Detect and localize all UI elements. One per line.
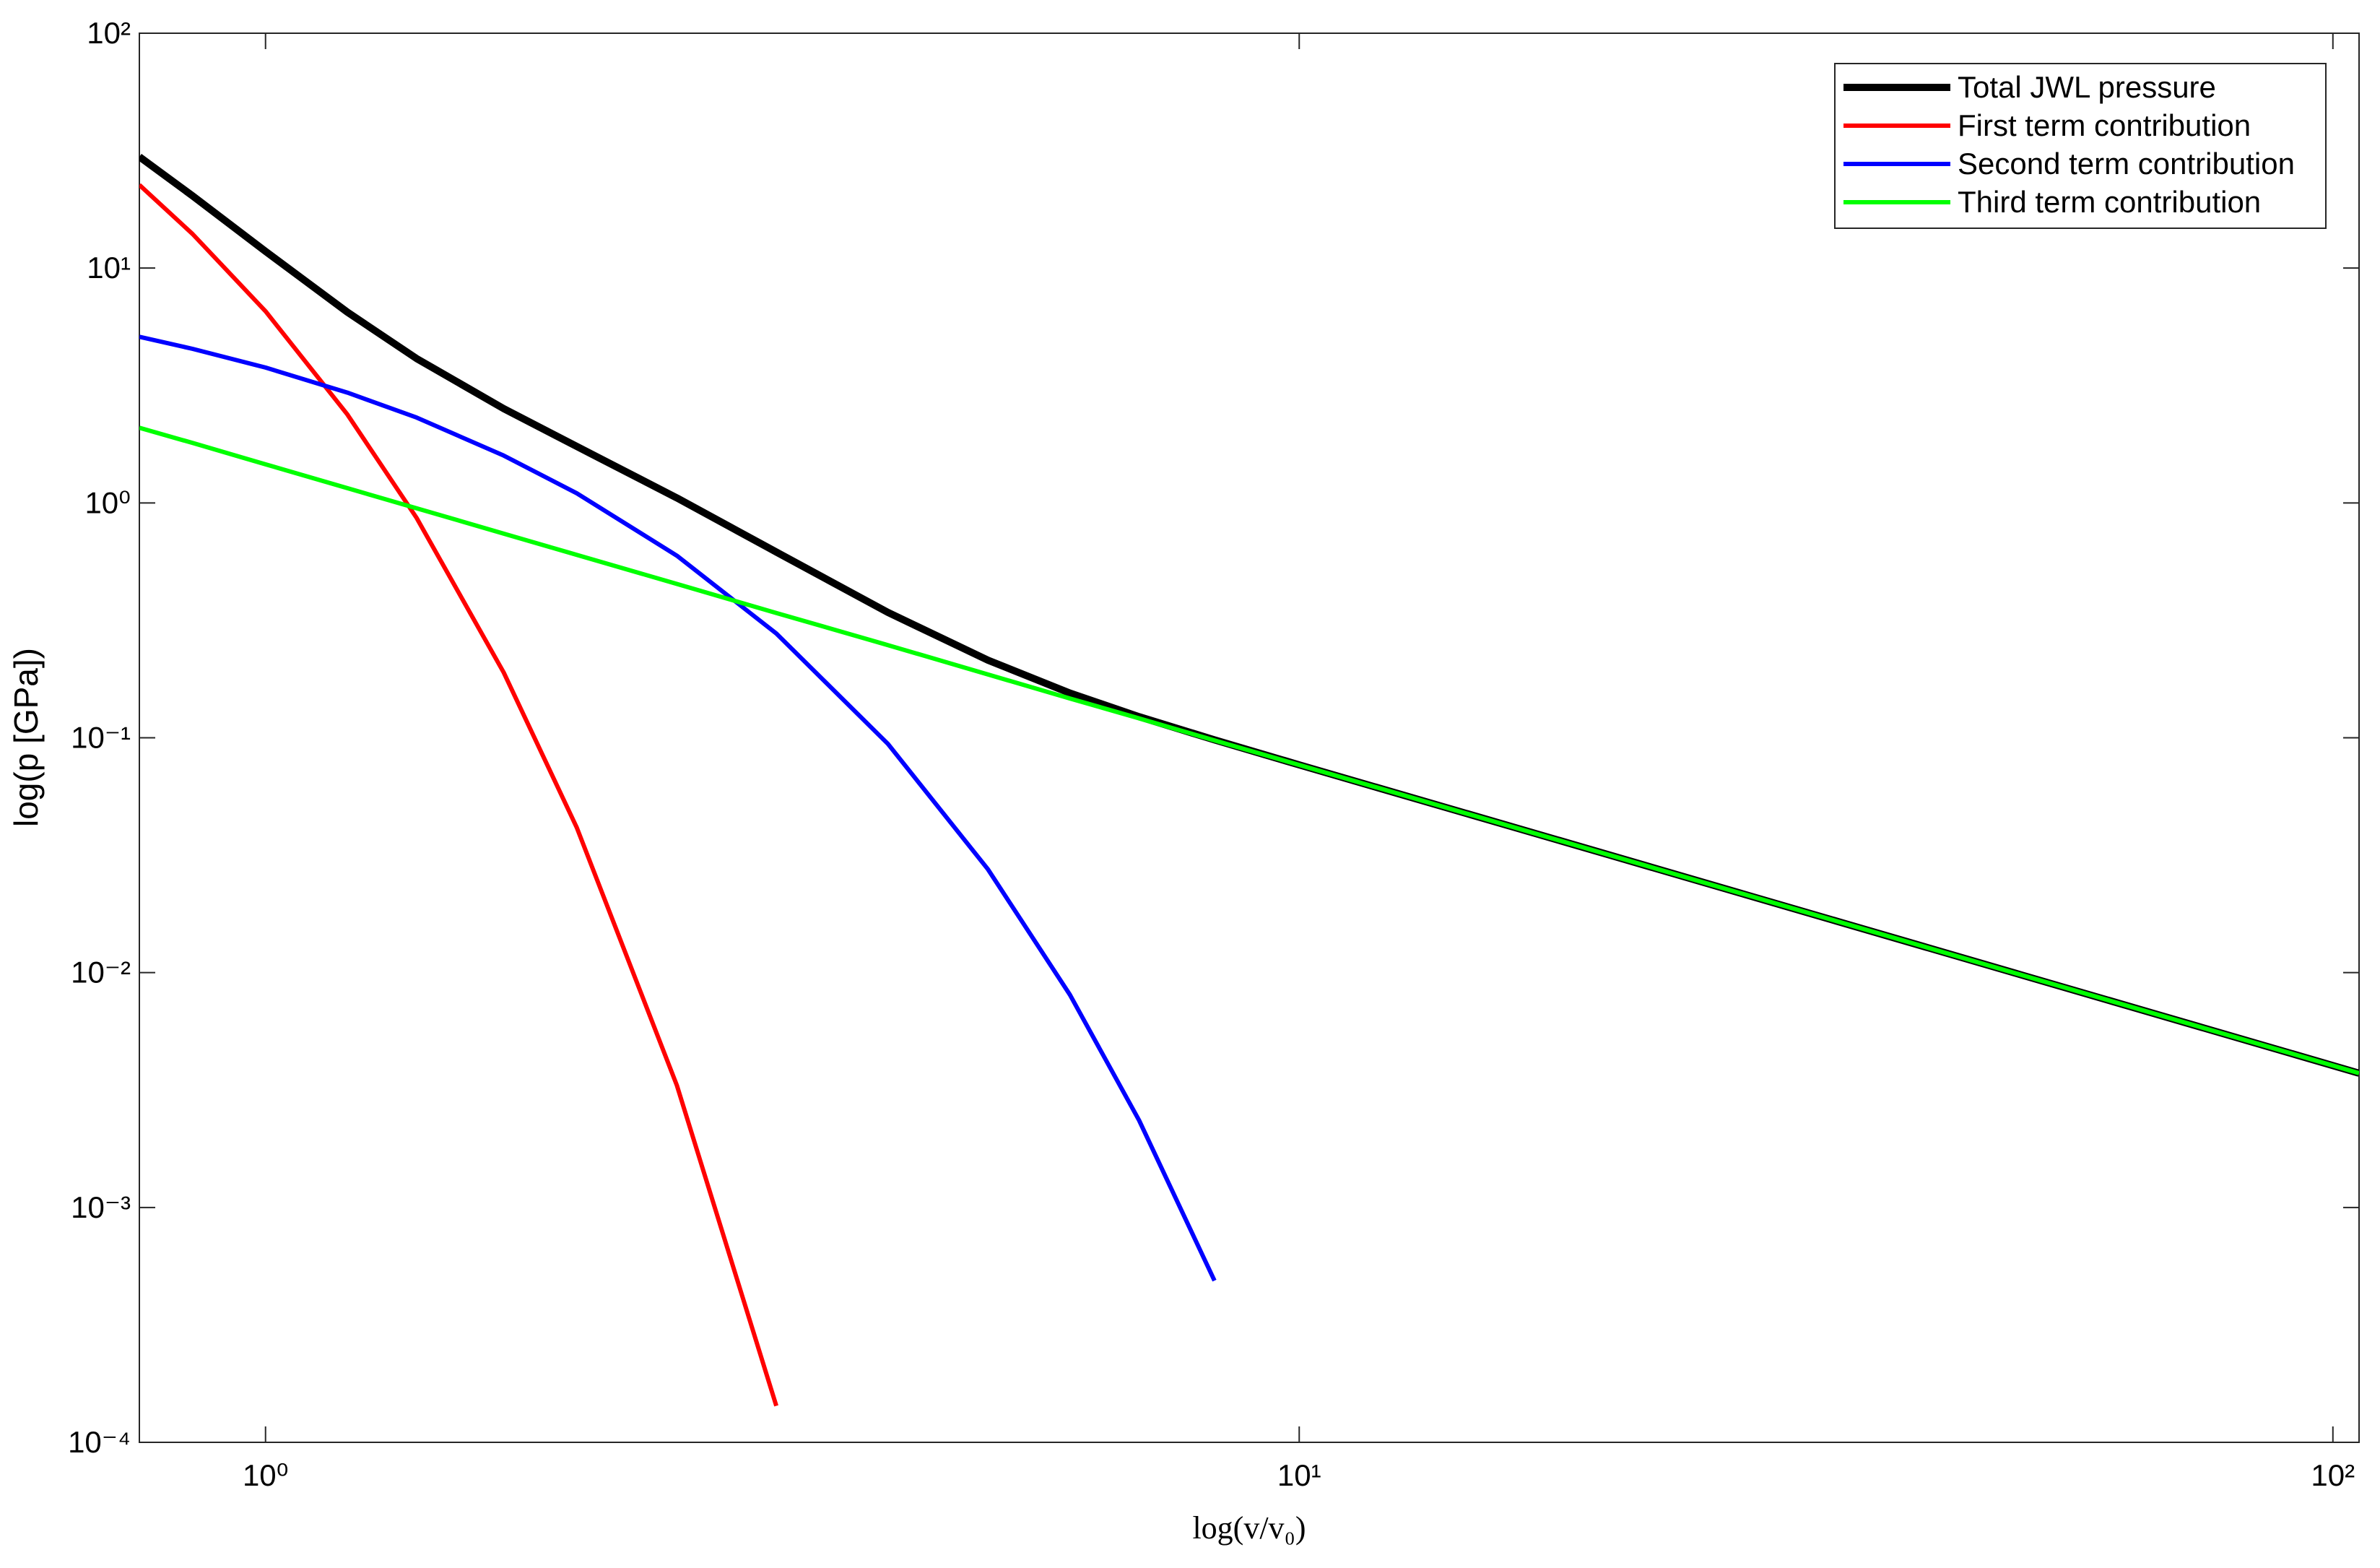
x-tick-label: 10¹ bbox=[1277, 1458, 1321, 1492]
x-tick-label: 10² bbox=[2311, 1458, 2355, 1492]
y-axis-label: log(p [GPa]) bbox=[7, 648, 45, 827]
y-tick-label: 10¹ bbox=[87, 251, 131, 285]
y-tick-label: 10⁻³ bbox=[71, 1190, 131, 1224]
series-line bbox=[139, 183, 778, 1407]
y-tick-label: 10⁻⁴ bbox=[68, 1425, 131, 1459]
legend-label: Total JWL pressure bbox=[1958, 70, 2216, 104]
series-line bbox=[139, 334, 1217, 1282]
y-tick-label: 10² bbox=[87, 16, 131, 50]
x-tick-label: 10⁰ bbox=[243, 1458, 289, 1492]
legend-label: First term contribution bbox=[1958, 108, 2251, 142]
y-tick-label: 10⁻¹ bbox=[71, 721, 131, 755]
series-line bbox=[139, 425, 2359, 1075]
x-axis-label: log(v/v₀) bbox=[1192, 1510, 1306, 1546]
legend-label: Third term contribution bbox=[1958, 185, 2261, 219]
y-tick-label: 10⁰ bbox=[84, 485, 131, 519]
y-tick-label: 10⁻² bbox=[71, 956, 131, 989]
plot-area bbox=[139, 33, 2360, 1443]
legend-label: Second term contribution bbox=[1958, 147, 2295, 181]
